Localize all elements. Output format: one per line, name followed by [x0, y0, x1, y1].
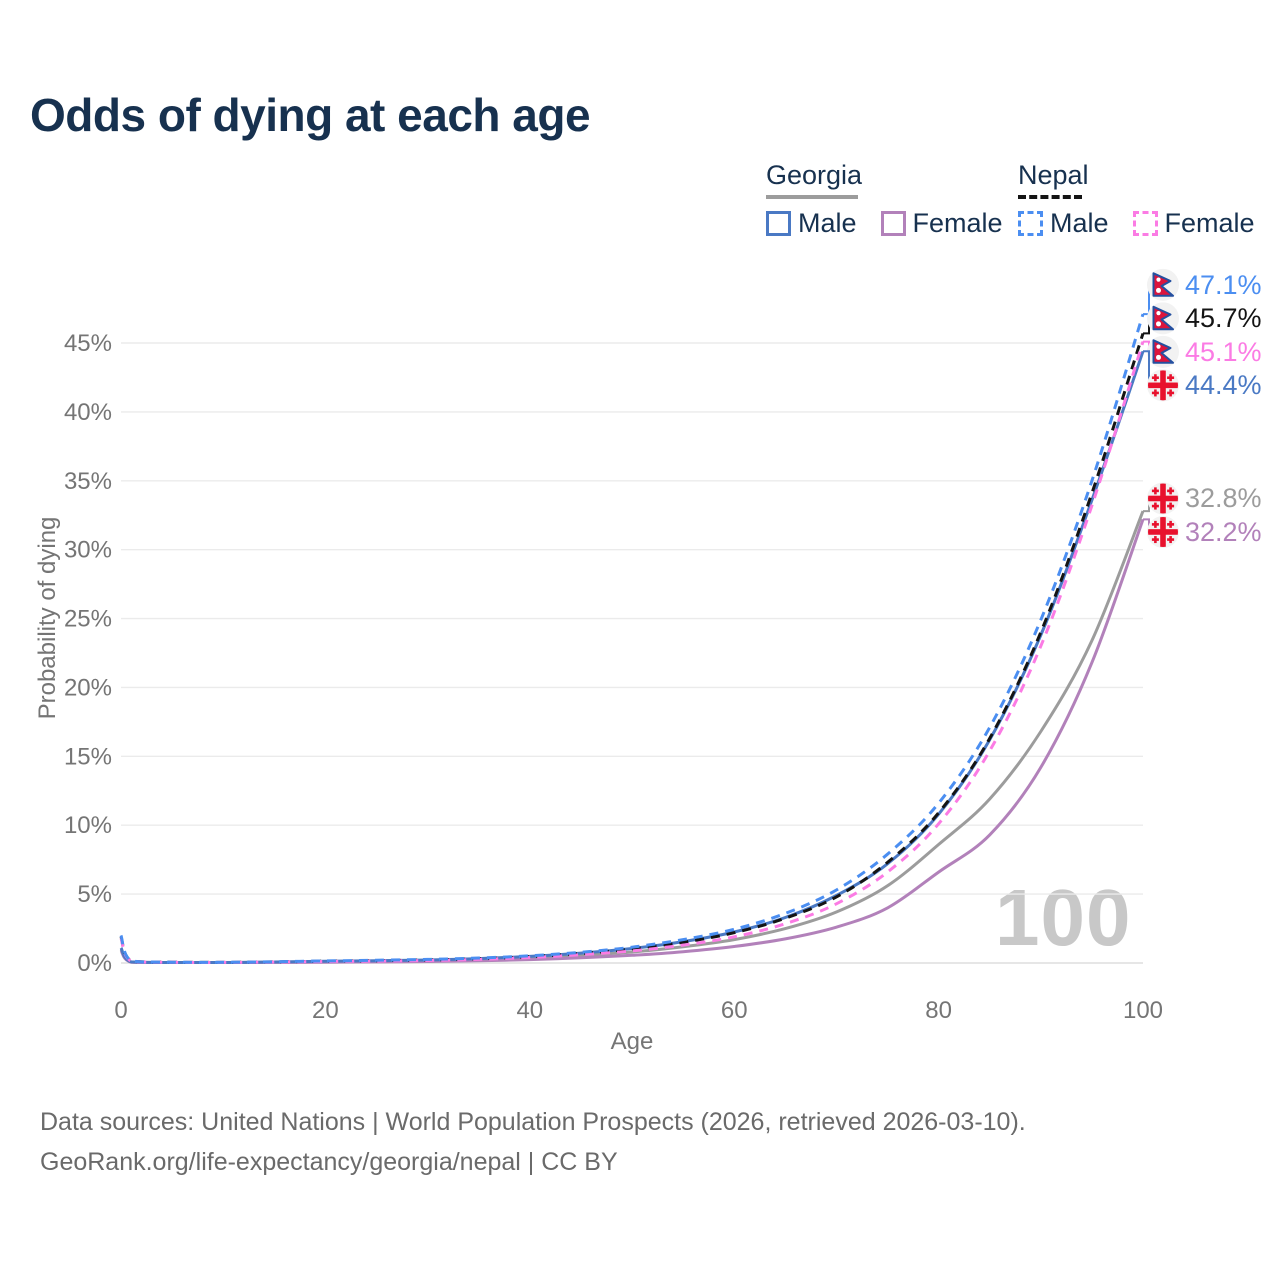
y-tick-label: 25% [64, 606, 112, 633]
legend-item-nepal-male[interactable]: Male [1018, 208, 1109, 239]
y-tick-label: 35% [64, 468, 112, 495]
legend-item-georgia-male[interactable]: Male [766, 208, 857, 239]
y-tick-label: 15% [64, 743, 112, 770]
nepal-linestyle-sample [1018, 195, 1082, 199]
legend-country-nepal: Nepal [1018, 160, 1279, 199]
legend-country-georgia: Georgia [766, 160, 1027, 199]
y-tick-label: 0% [77, 950, 112, 977]
label-connector [1143, 518, 1152, 533]
end-value-label-georgia-male: 44.4% [1185, 370, 1262, 401]
y-tick-label: 40% [64, 399, 112, 426]
x-tick-label: 100 [1123, 997, 1163, 1024]
georgia-flag-icon [1147, 369, 1179, 402]
x-tick-label: 0 [114, 997, 127, 1024]
legend-label: Male [798, 208, 857, 238]
age-frame-watermark: 100 [995, 873, 1132, 962]
x-tick-label: 80 [925, 997, 952, 1024]
label-connector [1143, 283, 1152, 316]
georgia-linestyle-sample [766, 195, 858, 199]
georgia-flag-icon [1147, 482, 1179, 515]
legend-group-georgia: Georgia Male Female [766, 160, 1027, 239]
y-tick-label: 45% [64, 330, 112, 357]
label-connector [1143, 350, 1152, 387]
y-axis-title: Probability of dying [34, 516, 61, 720]
legend-country-label: Georgia [766, 160, 863, 190]
y-tick-label: 30% [64, 537, 112, 564]
curve-georgia-both [119, 510, 1145, 964]
x-tick-label: 20 [312, 997, 339, 1024]
end-value-label-georgia-female: 32.2% [1185, 516, 1262, 547]
y-tick-label: 10% [64, 812, 112, 839]
label-connector [1143, 497, 1152, 513]
nepal-flag-icon [1147, 335, 1179, 368]
legend-item-nepal-female[interactable]: Female [1132, 208, 1255, 239]
x-tick-label: 60 [721, 997, 748, 1024]
nepal-flag-icon [1147, 268, 1179, 301]
legend-group-nepal: Nepal Male Female [1018, 160, 1279, 239]
data-sources-text: Data sources: United Nations | World Pop… [40, 1108, 1026, 1136]
x-tick-label: 40 [516, 997, 543, 1024]
nepal-flag-icon [1147, 302, 1179, 335]
legend-label: Male [1050, 208, 1109, 238]
georgia-flag-icon [1147, 515, 1179, 548]
end-value-label-georgia-both: 32.8% [1185, 483, 1262, 514]
y-tick-label: 5% [77, 881, 112, 908]
page-title: Odds of dying at each age [30, 89, 591, 141]
label-connector [1143, 317, 1152, 335]
legend-label: Female [912, 208, 1003, 238]
legend-item-georgia-female[interactable]: Female [880, 208, 1003, 239]
curve-nepal-female [119, 341, 1145, 964]
nepal-male-swatch-icon [1018, 211, 1043, 236]
label-connector [1143, 340, 1152, 353]
curve-georgia-male [119, 350, 1145, 964]
end-value-label-nepal-male: 47.1% [1185, 269, 1262, 300]
x-axis-title: Age [610, 1028, 654, 1055]
georgia-male-swatch-icon [766, 211, 791, 236]
nepal-female-swatch-icon [1132, 211, 1158, 236]
legend-country-label: Nepal [1018, 160, 1089, 190]
curve-nepal-both [119, 332, 1145, 964]
curve-nepal-male [119, 313, 1145, 964]
y-tick-label: 20% [64, 674, 112, 701]
end-value-label-nepal-both: 45.7% [1185, 303, 1262, 334]
georgia-female-swatch-icon [880, 211, 906, 236]
end-value-label-nepal-female: 45.1% [1185, 336, 1262, 367]
attribution-link-text: GeoRank.org/life-expectancy/georgia/nepa… [40, 1148, 618, 1176]
curve-georgia-female [119, 518, 1145, 964]
legend-label: Female [1164, 208, 1255, 238]
